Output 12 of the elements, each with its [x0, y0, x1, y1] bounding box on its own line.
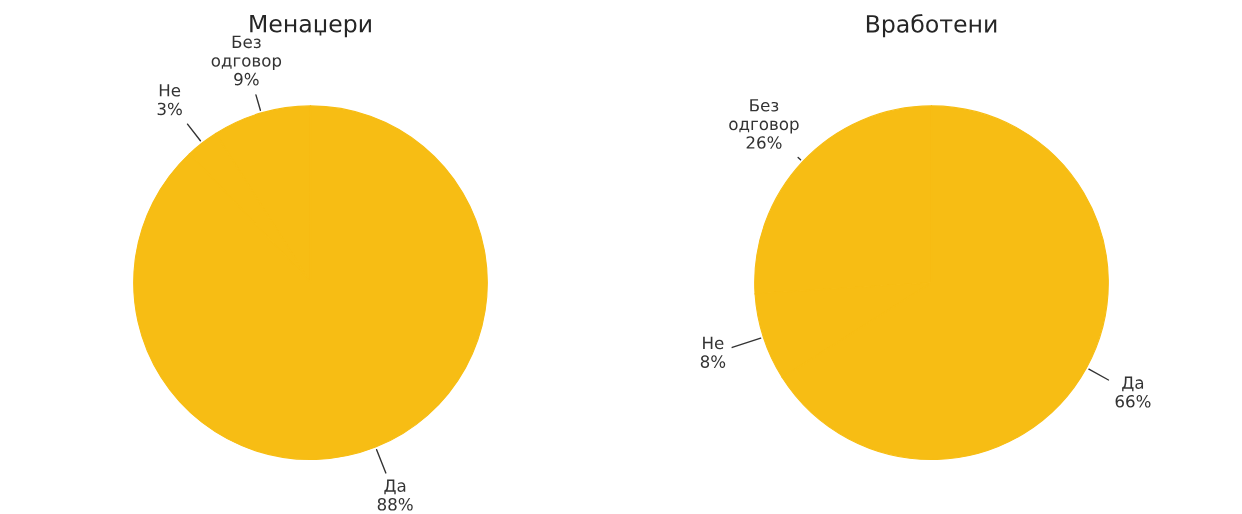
slice-label: Да — [1122, 376, 1144, 392]
chart-title: Вработени — [866, 14, 997, 38]
slice-label: Без одговор — [729, 99, 799, 134]
slice-label: Не — [703, 336, 724, 350]
slice-label: Не — [159, 84, 181, 97]
data-label: 88% — [377, 497, 413, 511]
data-label: 8% — [700, 355, 726, 368]
data-label: 9% — [234, 72, 259, 86]
slice-label: Да — [384, 479, 406, 495]
data-label: 26% — [746, 136, 782, 149]
data-label: 66% — [1115, 395, 1151, 408]
data-label: 3% — [157, 102, 182, 116]
